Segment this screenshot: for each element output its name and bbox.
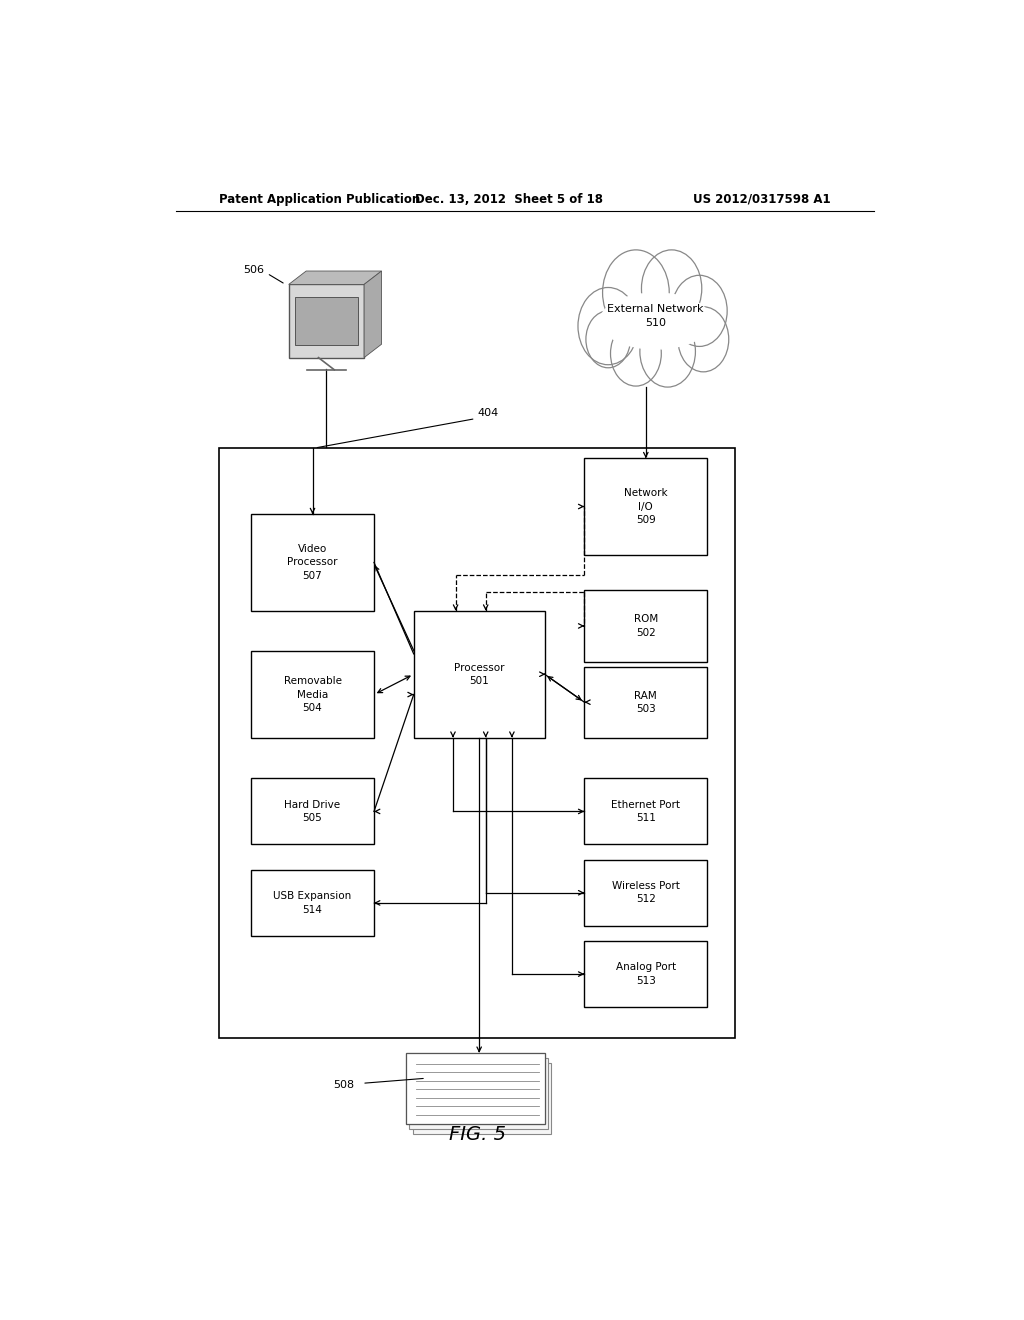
Text: Network
I/O
509: Network I/O 509 bbox=[624, 488, 668, 525]
Bar bbox=[410, 1057, 548, 1129]
Text: USB Expansion
514: USB Expansion 514 bbox=[273, 891, 351, 915]
Bar bbox=[407, 1053, 545, 1125]
Text: FIG. 5: FIG. 5 bbox=[449, 1125, 506, 1143]
Ellipse shape bbox=[594, 282, 717, 359]
Ellipse shape bbox=[600, 293, 712, 348]
Text: RAM
503: RAM 503 bbox=[635, 690, 657, 714]
Text: Hard Drive
505: Hard Drive 505 bbox=[285, 800, 341, 824]
Circle shape bbox=[640, 315, 695, 387]
Bar bbox=[585, 941, 708, 1007]
Text: Ethernet Port
511: Ethernet Port 511 bbox=[611, 800, 680, 824]
Bar bbox=[414, 611, 545, 738]
Bar bbox=[251, 515, 374, 611]
Text: Patent Application Publication: Patent Application Publication bbox=[219, 193, 421, 206]
Polygon shape bbox=[289, 271, 382, 284]
Bar bbox=[585, 779, 708, 845]
Circle shape bbox=[641, 249, 701, 327]
Text: Video
Processor
507: Video Processor 507 bbox=[288, 544, 338, 581]
Bar bbox=[585, 667, 708, 738]
Text: Removable
Media
504: Removable Media 504 bbox=[284, 676, 342, 713]
Bar bbox=[295, 297, 357, 346]
Text: Dec. 13, 2012  Sheet 5 of 18: Dec. 13, 2012 Sheet 5 of 18 bbox=[415, 193, 603, 206]
Circle shape bbox=[586, 312, 631, 368]
Circle shape bbox=[672, 276, 727, 346]
Text: External Network
510: External Network 510 bbox=[607, 305, 703, 327]
Bar bbox=[585, 859, 708, 925]
Bar bbox=[289, 284, 365, 358]
Polygon shape bbox=[365, 271, 382, 358]
Bar bbox=[219, 447, 735, 1038]
Text: 506: 506 bbox=[243, 265, 264, 275]
Bar bbox=[585, 590, 708, 661]
Circle shape bbox=[578, 288, 638, 364]
Bar bbox=[251, 870, 374, 936]
Text: Processor
501: Processor 501 bbox=[454, 663, 505, 686]
Bar bbox=[407, 1053, 545, 1125]
Bar bbox=[251, 779, 374, 845]
Circle shape bbox=[602, 249, 670, 335]
Text: ROM
502: ROM 502 bbox=[634, 614, 658, 638]
Text: US 2012/0317598 A1: US 2012/0317598 A1 bbox=[692, 193, 830, 206]
Circle shape bbox=[678, 306, 729, 372]
Bar bbox=[413, 1063, 551, 1134]
Text: Wireless Port
512: Wireless Port 512 bbox=[612, 882, 680, 904]
Circle shape bbox=[610, 321, 662, 385]
Text: 508: 508 bbox=[333, 1080, 354, 1090]
Bar bbox=[585, 458, 708, 554]
Text: Analog Port
513: Analog Port 513 bbox=[615, 962, 676, 986]
Bar bbox=[251, 651, 374, 738]
Text: 404: 404 bbox=[477, 408, 499, 417]
